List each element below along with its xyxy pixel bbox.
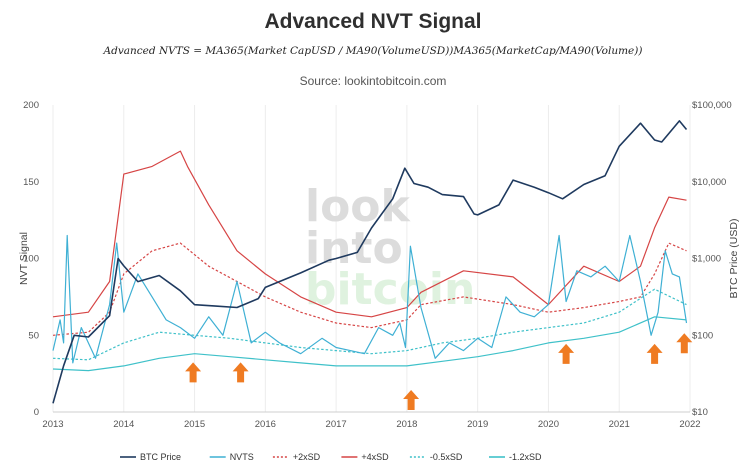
legend[interactable]: BTC Price NVTS +2xSD +4xSD -0.5xSD -1.2xSD [120,452,542,462]
x-tick-label: 2019 [467,419,488,430]
watermark-bitcoin: bitcoin [305,264,475,315]
x-tick-label: 2014 [113,419,134,430]
y2-axis-title: BTC Price (USD) [728,219,740,299]
chart-source: Source: lookintobitcoin.com [299,74,447,88]
legend-item-nvts[interactable]: NVTS [209,452,254,462]
x-tick-label: 2017 [326,419,347,430]
orange-arrow-icon [676,333,693,354]
series-line-btc-price [52,120,688,404]
series-line--4xsd [52,150,687,318]
orange-arrow-icon [232,362,249,383]
x-tick-label: 2020 [538,419,559,430]
arrow-annotations [185,333,693,410]
series-line-nvts [52,234,688,364]
watermark-into: into [305,223,403,274]
legend-label: -0.5xSD [430,452,463,462]
y-tick-label: 200 [23,100,39,111]
legend-item--4xsd[interactable]: +4xSD [341,452,389,462]
legend-label: +4xSD [361,452,389,462]
series-lines [52,120,688,404]
orange-arrow-icon [403,390,420,410]
legend-item--0-5xsd[interactable]: -0.5xSD [409,452,463,462]
y-tick-label: 150 [23,177,39,188]
x-tick-label: 2021 [609,419,630,430]
chart-formula: Advanced NVTS = MA365(Market CapUSD / MA… [0,45,746,57]
legend-item--1-2xsd[interactable]: -1.2xSD [489,452,542,462]
x-tick-label: 2022 [679,419,700,430]
series-line--0-5xsd [52,288,687,361]
orange-arrow-icon [558,343,575,364]
y2-tick-label: $1,000 [692,254,721,265]
chart-title: Advanced NVT Signal [264,10,482,33]
legend-item-btc-price[interactable]: BTC Price [120,452,181,462]
x-tick-label: 2015 [184,419,205,430]
orange-arrow-icon [185,362,202,383]
legend-label: BTC Price [140,452,181,462]
y-tick-label: 100 [23,254,39,265]
legend-label: +2xSD [293,452,321,462]
watermark: look into bitcoin [305,181,475,315]
y2-tick-label: $10,000 [692,177,726,188]
x-tick-label: 2013 [42,419,63,430]
y-tick-label: 0 [34,407,39,418]
watermark-look: look [305,181,412,232]
series-line--1-2xsd [52,316,687,372]
x-tick-label: 2016 [255,419,276,430]
y-tick-label: 50 [28,330,39,341]
legend-label: -1.2xSD [509,452,542,462]
y2-tick-label: $100,000 [692,100,732,111]
legend-item--2xsd[interactable]: +2xSD [272,452,321,462]
series-line--2xsd [52,242,687,336]
orange-arrow-icon [646,343,663,364]
legend-label: NVTS [230,452,254,462]
formula-text: Advanced NVTS = MA365(Market CapUSD / MA… [103,45,643,57]
y2-tick-label: $10 [692,407,708,418]
x-tick-label: 2018 [396,419,417,430]
y-axis-title: NVT Signal [18,232,30,285]
y2-tick-label: $100 [692,330,713,341]
gridlines [52,105,691,412]
axes: 2013 2014 2015 2016 2017 2018 2019 2020 2021 2022… [18,100,740,430]
